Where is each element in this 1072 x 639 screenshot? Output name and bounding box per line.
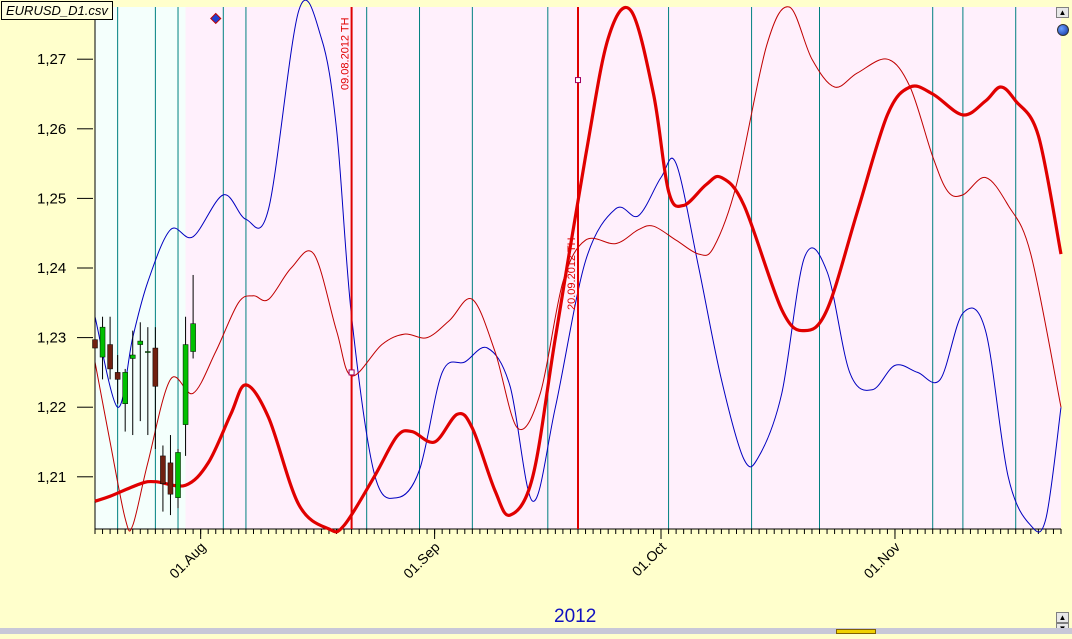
candle-up	[145, 351, 151, 353]
diamond-marker-icon	[210, 12, 222, 25]
globe-icon[interactable]	[1057, 24, 1069, 36]
y-tick-label: 1,25	[37, 190, 66, 207]
series-line-thick-red	[94, 5, 1063, 534]
candle-up	[137, 340, 144, 345]
candle-down	[167, 462, 174, 495]
candle-down	[114, 372, 121, 380]
plot-background-history	[95, 7, 186, 529]
plot-background-forecast	[185, 7, 1061, 529]
x-tick-label: 01.Nov	[860, 539, 903, 582]
x-tick-label: 01.Oct	[629, 539, 670, 580]
x-axis-year-label: 2012	[554, 606, 597, 627]
y-tick-label: 1,26	[37, 121, 66, 138]
y-tick-label: 1,27	[37, 51, 66, 68]
candle-up	[129, 354, 136, 359]
event-line-label: 20.09.2012 TH	[566, 237, 578, 310]
candle-up	[122, 372, 128, 404]
event-line-label: 09.08.2012 TH	[340, 17, 352, 90]
event-marker	[348, 369, 355, 376]
candle-down	[92, 339, 98, 349]
horizontal-scrollbar[interactable]	[0, 628, 1072, 634]
scroll-up-icon[interactable]: ▲	[1056, 7, 1069, 18]
series-line-thin-red	[94, 6, 1062, 532]
series-line-thin-blue	[94, 0, 1062, 533]
candle-up	[99, 326, 106, 358]
event-marker	[575, 77, 581, 84]
candle-up	[175, 452, 181, 498]
y-tick-label: 1,21	[37, 469, 66, 486]
candle-up	[190, 323, 196, 352]
chart-file-label[interactable]: EURUSD_D1.csv	[1, 1, 113, 20]
y-tick-label: 1,23	[37, 330, 66, 347]
candle-up	[182, 344, 189, 425]
candle-down	[107, 344, 113, 370]
scroll-down-icon[interactable]: ▲	[1056, 612, 1069, 623]
candle-down	[160, 455, 166, 485]
candle-down	[152, 347, 159, 387]
y-tick-label: 1,24	[37, 260, 66, 277]
y-tick-label: 1,22	[37, 399, 66, 416]
horizontal-scrollbar-thumb[interactable]	[836, 629, 876, 634]
x-tick-label: 01.Aug	[166, 539, 209, 582]
x-tick-label: 01.Sep	[400, 539, 443, 582]
